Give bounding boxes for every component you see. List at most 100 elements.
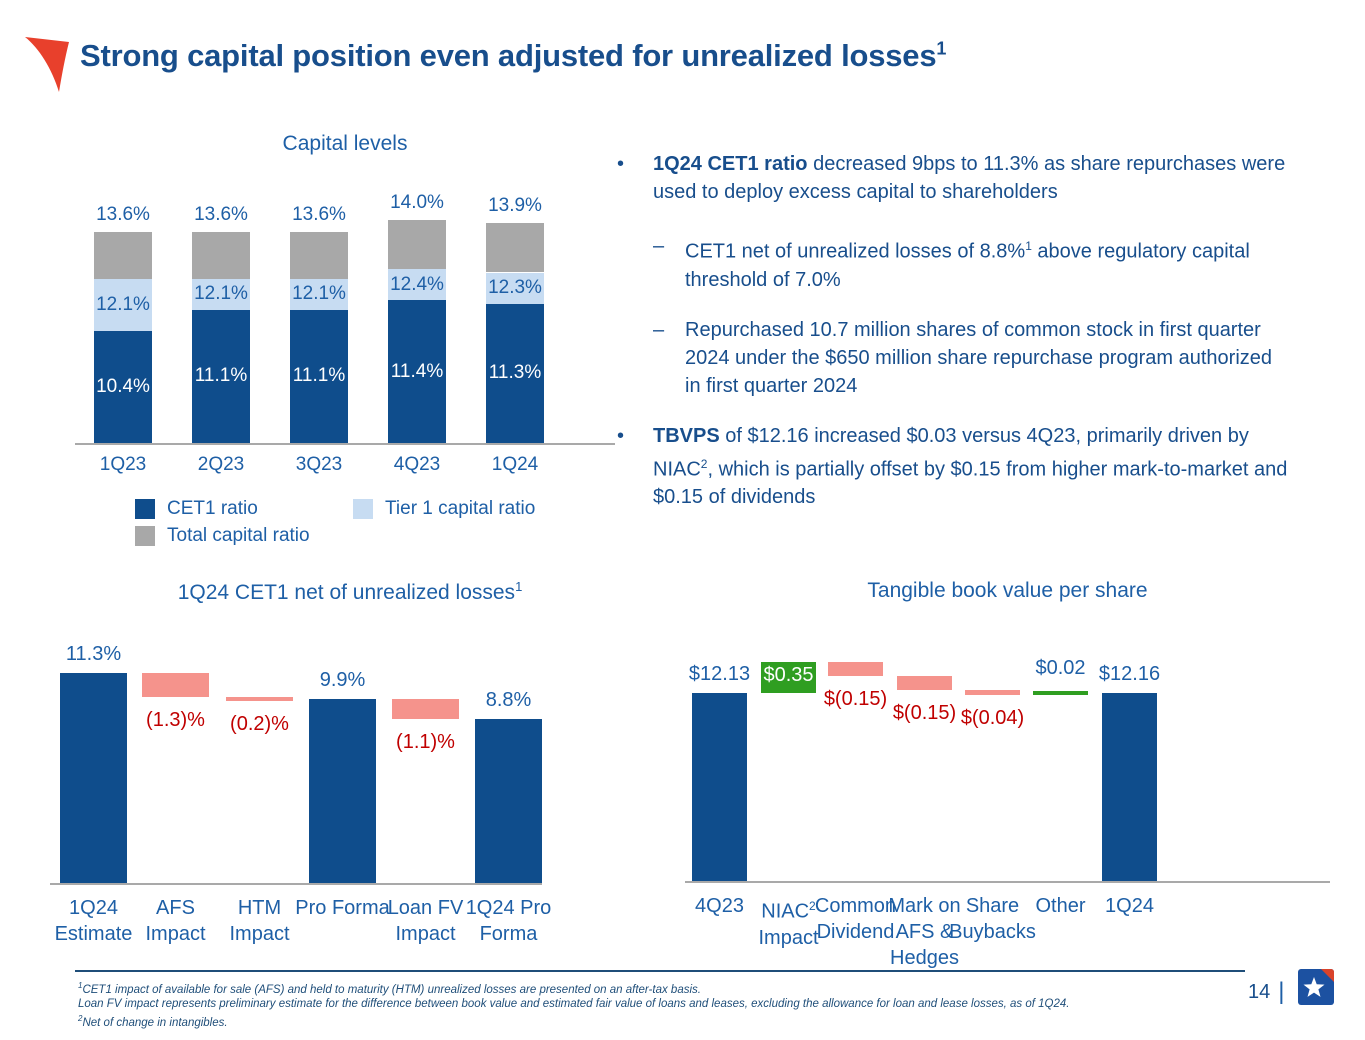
bar-segment-cet1	[192, 309, 250, 443]
tbvps-waterfall-chart: Tangible book value per share $12.13 4Q23…	[685, 575, 1330, 1015]
footnotes: 1CET1 impact of available for sale (AFS)…	[78, 979, 1238, 1030]
bullet-marker: –	[653, 235, 665, 257]
bar-label-tier1: 12.3%	[488, 277, 542, 298]
bar-value-label: 9.9%	[319, 668, 366, 691]
waterfall-bar-total	[475, 719, 542, 883]
bar-label-cet1: 11.4%	[390, 360, 444, 382]
bar-value-label: $12.13	[688, 662, 751, 685]
bar-segment-tier1	[192, 278, 250, 310]
bar-value-label: (0.2)%	[230, 713, 289, 735]
axis-label: AFS Impact	[145, 897, 206, 945]
bar-value-label: (1.1)%	[396, 731, 455, 754]
axis-label: 3Q23	[295, 454, 343, 475]
page-title: Strong capital position even adjusted fo…	[80, 38, 946, 74]
x-axis	[685, 881, 1330, 883]
page-title-superscript: 1	[936, 38, 947, 59]
axis-label: HTM Impact	[229, 897, 290, 945]
bar-label-total: 13.6%	[194, 204, 248, 226]
waterfall-bar-total	[309, 698, 376, 883]
capital-chart: Capital levels CET1 ratio Tier 1 capital…	[75, 128, 615, 578]
bar-value-label: $12.16	[1098, 662, 1161, 685]
bullet-text: Repurchased 10.7 million shares of commo…	[685, 318, 1273, 397]
bullet-text: TBVPS of $12.16 increased $0.03 versus 4…	[653, 424, 1288, 509]
axis-label: NIAC2 Impact	[758, 899, 819, 949]
bar-segment-tier1	[290, 278, 348, 310]
bar-label-total: 13.9%	[488, 194, 542, 216]
waterfall-bar-decrease	[142, 672, 209, 697]
bar-label-cet1: 11.3%	[488, 362, 542, 384]
bullet-item: • 1Q24 CET1 ratio decreased 9bps to 11.3%…	[617, 150, 1331, 206]
footer-divider-line	[75, 970, 1245, 972]
bar-value-label: $(0.15)	[892, 701, 957, 724]
legend-label-cet1: CET1 ratio	[167, 498, 258, 519]
footnote-line: 1CET1 impact of available for sale (AFS)…	[78, 981, 701, 996]
axis-label: 1Q24 Pro Forma	[465, 897, 552, 945]
bullet-text: CET1 net of unrealized losses of 8.8%1 a…	[685, 239, 1250, 291]
capital-chart-title: Capital levels	[282, 132, 408, 155]
waterfall-bar-increase	[761, 661, 816, 693]
page-number: 14 |	[1248, 978, 1284, 1006]
bar-label-tier1: 12.1%	[194, 283, 248, 305]
bar-value-label: 8.8%	[485, 689, 532, 712]
axis-label: 2Q23	[197, 454, 245, 475]
bar-segment-cet1	[290, 309, 348, 443]
waterfall-bar-decrease	[965, 689, 1020, 695]
cet1-waterfall-title-text: 1Q24 CET1 net of unrealized losses	[177, 581, 516, 604]
waterfall-bar-decrease	[226, 697, 293, 701]
axis-label: Mark on AFS & Hedges	[888, 895, 961, 969]
page-number-value: 14	[1248, 980, 1271, 1003]
waterfall-bar-decrease	[828, 661, 883, 676]
bar-label-cet1: 10.4%	[96, 376, 150, 398]
bar-label-cet1: 11.1%	[194, 365, 248, 387]
bullet-marker: •	[617, 153, 625, 175]
bar-segment-total-capital	[486, 222, 544, 273]
cet1-waterfall-title-superscript: 1	[515, 579, 523, 594]
axis-label: Common Dividend	[814, 895, 897, 943]
page-number-divider: |	[1278, 978, 1285, 1005]
waterfall-bar-decrease	[392, 698, 459, 720]
bar-value-label: $(0.15)	[823, 687, 888, 710]
waterfall-bar-total	[692, 692, 747, 881]
footnote-line: 2Net of change in intangibles.	[78, 1013, 228, 1029]
bar-value-label: $0.35	[763, 664, 814, 687]
cet1-waterfall-chart: 1Q24 CET1 net of unrealized losses1 11.3…	[50, 575, 650, 1015]
commentary: • 1Q24 CET1 ratio decreased 9bps to 11.3%…	[617, 150, 1331, 537]
bar-label-tier1: 12.1%	[96, 294, 150, 316]
bullet-item: • TBVPS of $12.16 increased $0.03 versus …	[617, 422, 1331, 512]
bar-segment-total-capital	[388, 219, 446, 270]
bar-segment-tier1	[486, 272, 544, 304]
axis-label: 4Q23	[695, 895, 744, 917]
bar-segment-cet1	[94, 331, 152, 443]
bar-value-label: $(0.04)	[960, 706, 1025, 729]
bar-label-cet1: 11.1%	[292, 365, 346, 387]
bar-segment-tier1	[94, 278, 152, 332]
capital-x-axis	[75, 443, 615, 445]
legend-item-total: Total capital ratio	[135, 525, 310, 547]
legend-label-tier1: Tier 1 capital ratio	[385, 498, 536, 519]
axis-label: 1Q24	[491, 454, 539, 475]
bar-segment-total-capital	[94, 232, 152, 279]
axis-label: Share Buybacks	[949, 895, 1036, 943]
footnote-line: Loan FV impact represents preliminary es…	[78, 998, 1070, 1011]
axis-label: 1Q23	[99, 454, 147, 475]
axis-label: Loan FV Impact	[387, 897, 464, 945]
legend-swatch-tier1	[353, 499, 373, 519]
waterfall-bar-total	[60, 672, 127, 883]
legend-swatch-cet1	[135, 499, 155, 519]
bar-label-total: 13.6%	[96, 204, 150, 226]
flag-icon	[24, 36, 70, 94]
bar-segment-total-capital	[290, 232, 348, 279]
legend-swatch-total	[135, 526, 155, 546]
x-axis	[50, 883, 542, 885]
bar-label-total: 13.6%	[292, 204, 346, 226]
sub-bullet-item: – Repurchased 10.7 million shares of comm…	[653, 316, 1331, 400]
waterfall-bar-decrease	[897, 675, 952, 690]
bar-value-label: (1.3)%	[146, 709, 205, 731]
axis-label: 1Q24 Estimate	[54, 897, 133, 945]
legend-item-tier1: Tier 1 capital ratio	[353, 498, 535, 520]
bullet-marker: –	[653, 318, 665, 341]
sub-bullet-item: – CET1 net of unrealized losses of 8.8%1 …	[653, 232, 1331, 294]
bar-segment-tier1	[388, 269, 446, 301]
tbvps-waterfall-title: Tangible book value per share	[867, 579, 1148, 602]
bar-label-total: 14.0%	[390, 191, 444, 213]
